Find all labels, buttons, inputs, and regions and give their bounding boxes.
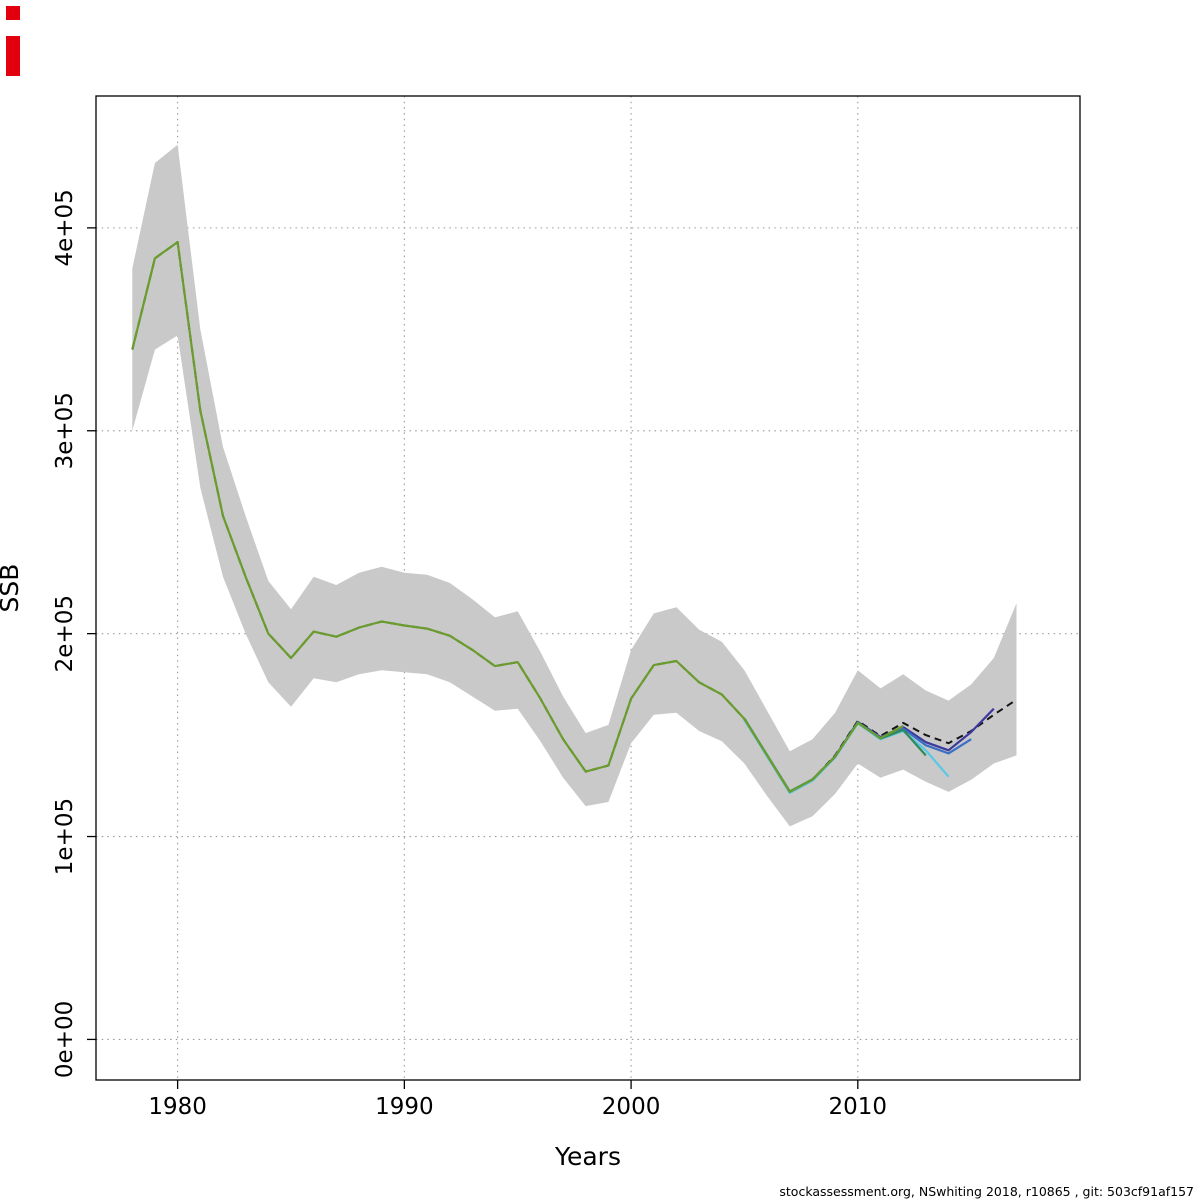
y-tick-label-3e+05: 3e+05 <box>52 392 78 469</box>
x-tick-label-2000: 2000 <box>602 1094 661 1120</box>
corner-red-mark-1 <box>6 6 20 20</box>
series-lines <box>131 241 1018 795</box>
footer-credit: stockassessment.org, NSwhiting 2018, r10… <box>779 1184 1194 1199</box>
y-tick-label-0e+00: 0e+00 <box>52 1001 78 1078</box>
confidence-band <box>132 144 1017 827</box>
corner-red-mark-2 <box>6 36 20 76</box>
y-tick-label-2e+05: 2e+05 <box>52 595 78 672</box>
line-retro-run-2012 <box>131 241 904 794</box>
plot-border <box>95 95 1081 1081</box>
confidence-band <box>132 144 1017 827</box>
x-tick-label-1980: 1980 <box>148 1094 207 1120</box>
x-axis-title: Years <box>554 1142 621 1171</box>
x-tick-label-2010: 2010 <box>829 1094 888 1120</box>
y-tick-label-1e+05: 1e+05 <box>52 798 78 875</box>
axis-ticks-and-labels: 1980 1990 2000 2010 0e+00 1e+05 2e+05 3e+05 4e+0… <box>52 189 887 1120</box>
x-tick-label-1990: 1990 <box>375 1094 434 1120</box>
y-axis-title: SSB <box>0 564 24 613</box>
y-tick-label-4e+05: 4e+05 <box>52 189 78 266</box>
